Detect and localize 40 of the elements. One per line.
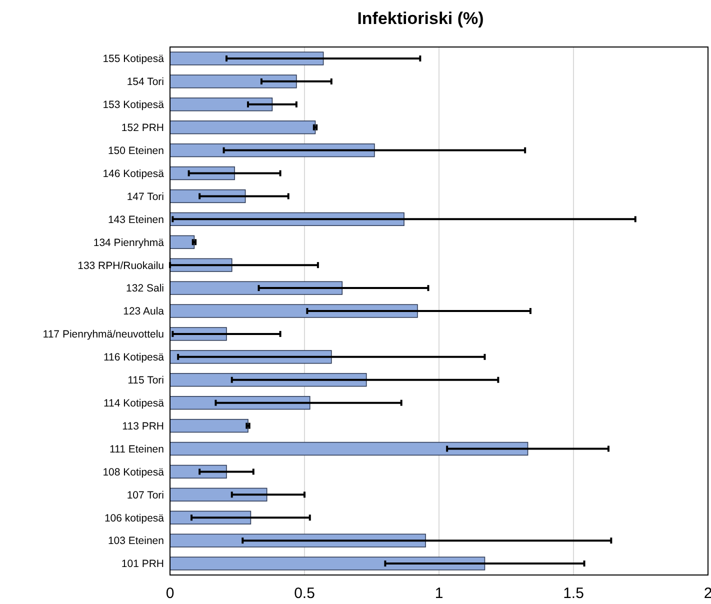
y-tick-label: 153 Kotipesä <box>102 99 164 112</box>
y-tick-label: 132 Sali <box>126 282 164 295</box>
y-tick-label: 106 kotipesä <box>104 512 164 524</box>
bar <box>170 120 316 134</box>
bar <box>170 235 195 249</box>
y-tick-label: 108 Kotipesä <box>102 466 164 478</box>
y-tick-label: 147 Tori <box>126 190 164 203</box>
bar <box>170 442 528 456</box>
bar <box>170 556 486 570</box>
bar <box>170 281 343 295</box>
y-tick-label: 146 Kotipesä <box>102 168 164 180</box>
x-tick-label: 2 <box>704 585 711 602</box>
bar <box>170 98 273 112</box>
bar <box>170 464 227 479</box>
bar <box>170 418 248 433</box>
y-tick-label: 103 Eteinen <box>108 535 164 548</box>
bar <box>170 488 268 502</box>
y-tick-label: 133 RPH/Ruokailu <box>78 260 164 272</box>
y-tick-label: 107 Tori <box>126 489 164 502</box>
y-tick-label: 150 Eteinen <box>108 144 164 157</box>
y-tick-label: 152 PRH <box>121 122 164 134</box>
y-tick-label: 123 Aula <box>123 306 164 318</box>
bar <box>170 74 297 88</box>
chart-title: Infektioriski (%) <box>357 9 484 28</box>
x-tick-label: 1 <box>434 585 444 602</box>
x-tick-label: 0 <box>166 585 174 602</box>
y-tick-label: 134 Pienryhmä <box>93 236 164 249</box>
y-tick-label: 154 Tori <box>126 76 164 88</box>
y-tick-label: 143 Eteinen <box>108 214 164 226</box>
bar <box>170 304 418 318</box>
y-tick-label: 114 Kotipesä <box>103 398 164 410</box>
y-tick-label: 155 Kotipesä <box>102 53 164 66</box>
x-tick-label: 0.5 <box>294 585 315 602</box>
y-tick-label: 116 Kotipesä <box>103 352 164 364</box>
y-tick-label: 115 Tori <box>128 374 164 387</box>
y-tick-label: 101 PRH <box>121 558 164 570</box>
x-tick-label: 1.5 <box>563 585 584 602</box>
y-tick-label: 117 Pienryhmä/neuvottelu <box>42 328 164 341</box>
y-tick-label: 111 Eteinen <box>110 443 164 456</box>
y-tick-label: 113 PRH <box>122 420 164 432</box>
